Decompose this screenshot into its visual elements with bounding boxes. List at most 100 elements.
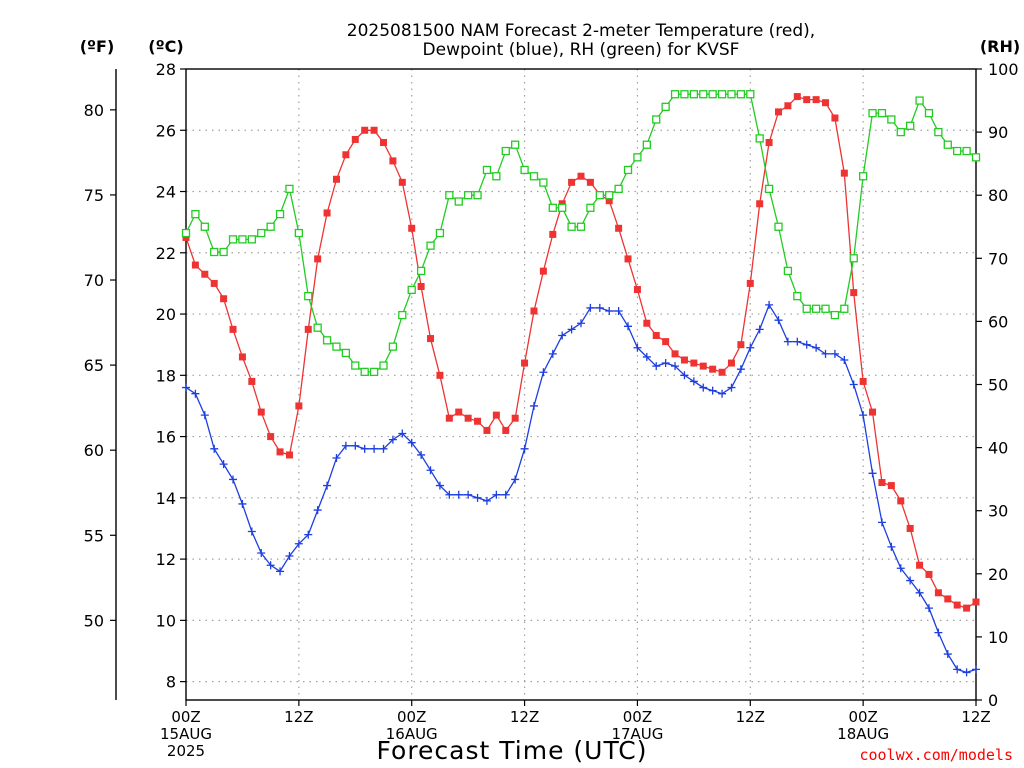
rh-point (200, 222, 209, 231)
temperature-point (793, 93, 801, 101)
dewpoint-point (924, 604, 933, 613)
rh-point (764, 184, 774, 194)
dewpoint-point (332, 454, 341, 463)
dewpoint-point (812, 343, 821, 352)
series-dewpoint (182, 300, 980, 677)
temperature-point (652, 331, 660, 339)
dewpoint-point (934, 628, 943, 637)
rh-point (247, 235, 256, 244)
temperature-point (248, 377, 256, 385)
temperature-point (737, 341, 745, 349)
temperature-point (699, 362, 707, 370)
dewpoint-point (511, 475, 520, 484)
rh-tick-label: 100 (988, 60, 1019, 79)
rh-point (623, 165, 633, 175)
temperature-point (953, 601, 961, 609)
rh-point (294, 228, 304, 238)
dewpoint-point (595, 303, 604, 312)
dewpoint-point (962, 668, 971, 677)
temperature-point (398, 178, 406, 186)
temperature-point (906, 524, 914, 532)
rh-point (821, 304, 830, 313)
rh-point (191, 209, 200, 219)
dewpoint-point (652, 362, 661, 371)
rh-point (868, 109, 877, 118)
chart-title-line2: Dewpoint (blue), RH (green) for KVSF (423, 40, 740, 60)
dewpoint-point (840, 355, 849, 364)
rh-point (953, 146, 962, 156)
temperature-point (380, 139, 387, 147)
rh-point (313, 323, 322, 332)
fahrenheit-tick-label: 80 (84, 101, 104, 120)
rh-tick-label: 40 (988, 439, 1008, 458)
rh-point (548, 203, 557, 212)
dewpoint-point (200, 411, 209, 420)
rh-point (774, 222, 783, 231)
temperature-point (295, 402, 303, 410)
dewpoint-point (671, 362, 680, 371)
temperature-point (784, 102, 792, 110)
x-tick-label: 00Z (848, 708, 877, 726)
celsius-tick-label: 20 (156, 305, 176, 324)
dewpoint-point (520, 444, 529, 453)
dewpoint-point (351, 441, 360, 450)
temperature-point (633, 286, 641, 294)
rh-tick-label: 90 (988, 123, 1008, 142)
rh-point (586, 203, 595, 212)
rh-point (717, 90, 727, 99)
temperature-point (210, 279, 218, 287)
x-tick-label: 00Z (397, 708, 426, 726)
rh-point (228, 235, 238, 244)
rh-point (351, 361, 360, 370)
celsius-tick-label: 24 (156, 183, 176, 202)
temperature-point (539, 267, 547, 275)
temperature-point (521, 359, 529, 367)
fahrenheit-tick-label: 70 (84, 271, 104, 290)
temperature-point (577, 172, 585, 180)
x-tick-label: 15AUG (160, 725, 212, 743)
rh-point (492, 172, 501, 181)
dewpoint-point (859, 411, 868, 420)
celsius-tick-label: 28 (156, 60, 176, 79)
rh-tick-label: 70 (988, 249, 1008, 268)
dewpoint-point (210, 444, 219, 453)
temperature-point (445, 414, 453, 422)
rh-point (614, 184, 623, 194)
temperature-point (605, 197, 613, 205)
rh-point (407, 285, 416, 295)
temperature-point (812, 96, 820, 104)
rh-point (558, 203, 567, 212)
temperature-point (718, 368, 726, 376)
dewpoint-point (370, 444, 379, 453)
rh-point (962, 146, 971, 156)
rh-point (924, 109, 934, 118)
rh-point (943, 140, 952, 149)
rh-point (793, 292, 802, 301)
dewpoint-point (830, 349, 839, 358)
rh-point (689, 90, 699, 99)
dewpoint-point (624, 322, 633, 331)
dewpoint-point (454, 490, 463, 499)
dewpoint-point (633, 343, 642, 352)
temperature-point (803, 96, 811, 104)
rh-tick-label: 0 (988, 691, 998, 710)
rh-point (322, 336, 332, 345)
rh-point (680, 90, 689, 99)
rh-tick-label: 60 (988, 312, 1008, 331)
rh-point (435, 228, 445, 238)
rh-tick-label: 30 (988, 502, 1008, 521)
dewpoint-point (802, 340, 811, 349)
rh-point (605, 191, 614, 200)
temperature-point (351, 135, 359, 143)
rh-point (275, 209, 285, 219)
fahrenheit-tick-label: 75 (84, 186, 104, 205)
rh-point (285, 184, 294, 194)
temperature-point (615, 224, 623, 232)
temperature-point (182, 233, 190, 241)
temperature-point (963, 604, 971, 612)
temperature-point (925, 570, 933, 578)
temperature-point (314, 255, 322, 263)
celsius-tick-label: 26 (156, 121, 176, 140)
celsius-tick-label: 22 (156, 244, 176, 263)
dewpoint-point (313, 506, 322, 515)
